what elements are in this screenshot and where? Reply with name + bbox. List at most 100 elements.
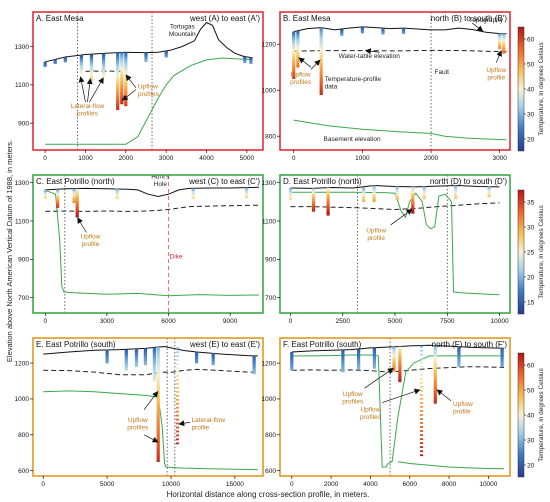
- profile-segment: [422, 196, 426, 200]
- profile-segment: [175, 355, 179, 357]
- series-base-line: [45, 57, 251, 145]
- profile-segment: [360, 30, 364, 32]
- profile-segment: [433, 371, 437, 374]
- profile-segment: [89, 70, 94, 74]
- temperature-profile: [311, 188, 316, 212]
- profile-segment: [156, 381, 160, 384]
- temperature-profile: [487, 186, 491, 198]
- profile-segment: [419, 349, 424, 352]
- temperature-profile: [191, 188, 195, 200]
- profile-segment: [419, 365, 424, 368]
- profile-segment: [457, 346, 461, 349]
- panel-B: Topography Water-table elevation Upflow pro…: [262, 11, 511, 162]
- profile-segment: [419, 394, 424, 396]
- profile-segment: [156, 357, 160, 360]
- profile-segment: [311, 209, 316, 212]
- profile-segment: [191, 188, 195, 191]
- profile-segment: [292, 35, 296, 38]
- profile-segment: [116, 60, 120, 63]
- profile-segment: [144, 58, 148, 61]
- colorbar-label: Temperature, in degrees Celsius: [538, 367, 545, 461]
- profile-segment: [502, 51, 506, 54]
- profile-segment: [319, 90, 323, 94]
- profile-segment: [395, 196, 399, 199]
- profile-segment: [326, 189, 330, 192]
- profile-segment: [362, 187, 366, 191]
- profile-segment: [362, 195, 366, 199]
- profile-segment: [102, 71, 106, 74]
- profile-segment: [288, 192, 293, 195]
- profile-segment: [500, 348, 504, 351]
- profile-segment: [319, 69, 323, 72]
- profile-segment: [392, 363, 396, 366]
- profile-segment: [175, 359, 179, 361]
- temperature-profile: [290, 352, 294, 371]
- profile-segment: [502, 35, 506, 39]
- profile-segment: [79, 69, 83, 72]
- x-tick-label: 2000: [119, 155, 134, 162]
- profile-segment: [411, 186, 415, 190]
- profile-segment: [372, 187, 376, 190]
- profile-segment: [433, 377, 437, 380]
- x-tick-label: 0: [292, 155, 296, 162]
- profile-segment: [116, 90, 120, 93]
- profile-segment: [89, 60, 94, 63]
- profile-segment: [398, 362, 402, 365]
- profile-segment: [175, 418, 179, 421]
- profile-segment: [156, 411, 160, 414]
- profile-segment: [402, 28, 406, 30]
- profile-segment: [134, 356, 139, 359]
- profile-segment: [124, 62, 128, 65]
- profile-segment: [419, 398, 424, 400]
- profile-segment: [156, 425, 160, 428]
- profile-segment: [75, 201, 79, 204]
- profile-segment: [43, 189, 47, 193]
- profile-segment: [319, 47, 323, 50]
- profile-segment: [79, 57, 83, 60]
- profile-segment: [75, 194, 79, 198]
- profile-segment: [252, 357, 256, 360]
- profile-segment: [79, 71, 83, 74]
- temperature-profile: [243, 56, 247, 64]
- profile-segment: [326, 205, 330, 208]
- temperature-profile: [72, 188, 76, 204]
- profile-segment: [156, 383, 160, 386]
- profile-segment: [152, 353, 156, 356]
- profile-segment: [53, 62, 57, 65]
- profile-segment: [357, 349, 361, 352]
- profile-segment: [319, 43, 323, 46]
- profile-segment: [120, 76, 124, 79]
- profile-segment: [243, 58, 247, 60]
- profile-segment: [116, 88, 120, 91]
- annotation-arrow: [364, 48, 380, 55]
- profile-segment: [152, 371, 156, 374]
- annotation-label: Upflow profiles: [138, 84, 160, 99]
- profile-segment: [102, 57, 106, 60]
- profile-segment: [143, 356, 147, 359]
- profile-segment: [395, 192, 399, 195]
- profile-segment: [211, 362, 215, 366]
- profile-segment: [296, 55, 300, 58]
- colorbar-gradient: [517, 189, 525, 315]
- profile-segment: [372, 195, 376, 199]
- x-tick-label: 7500: [440, 318, 455, 325]
- profile-segment: [116, 58, 120, 61]
- profile-segment: [175, 351, 179, 354]
- temperature-profile: [75, 188, 79, 218]
- profile-segment: [419, 353, 424, 356]
- profile-segment: [152, 367, 156, 370]
- profile-segment: [498, 37, 502, 40]
- profile-segment: [245, 189, 249, 193]
- profile-segment: [292, 37, 296, 40]
- profile-segment: [156, 361, 160, 364]
- profile-segment: [398, 376, 402, 379]
- y-tick-label: 900: [265, 257, 276, 264]
- profile-segment: [156, 347, 160, 350]
- x-tick-label: 9000: [223, 318, 238, 325]
- profile-segment: [319, 35, 323, 38]
- x-tick-label: 6000: [403, 481, 418, 488]
- profile-segment: [252, 355, 256, 358]
- profile-segment: [152, 369, 156, 372]
- profile-segment: [292, 68, 296, 72]
